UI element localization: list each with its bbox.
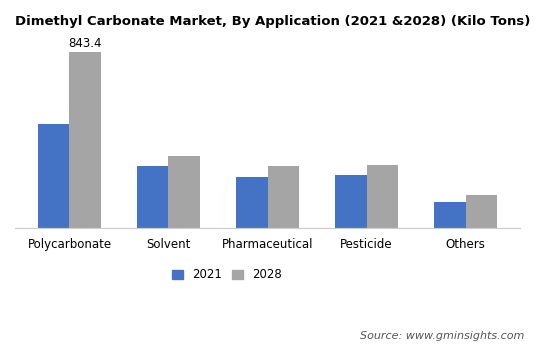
Bar [434, 202, 465, 228]
Bar [38, 124, 70, 228]
Text: Dimethyl Carbonate Market, By Application (2021 &2028) (Kilo Tons): Dimethyl Carbonate Market, By Applicatio… [15, 15, 530, 28]
Bar [137, 166, 169, 228]
Bar [366, 165, 398, 228]
Legend: 2021, 2028: 2021, 2028 [172, 268, 282, 281]
Bar [236, 177, 268, 228]
Bar [335, 175, 366, 228]
Bar [465, 195, 497, 228]
Bar [70, 52, 101, 228]
Bar [169, 156, 200, 228]
Text: 843.4: 843.4 [68, 37, 102, 51]
Text: Source: www.gminsights.com: Source: www.gminsights.com [360, 331, 524, 341]
Bar [268, 166, 299, 228]
